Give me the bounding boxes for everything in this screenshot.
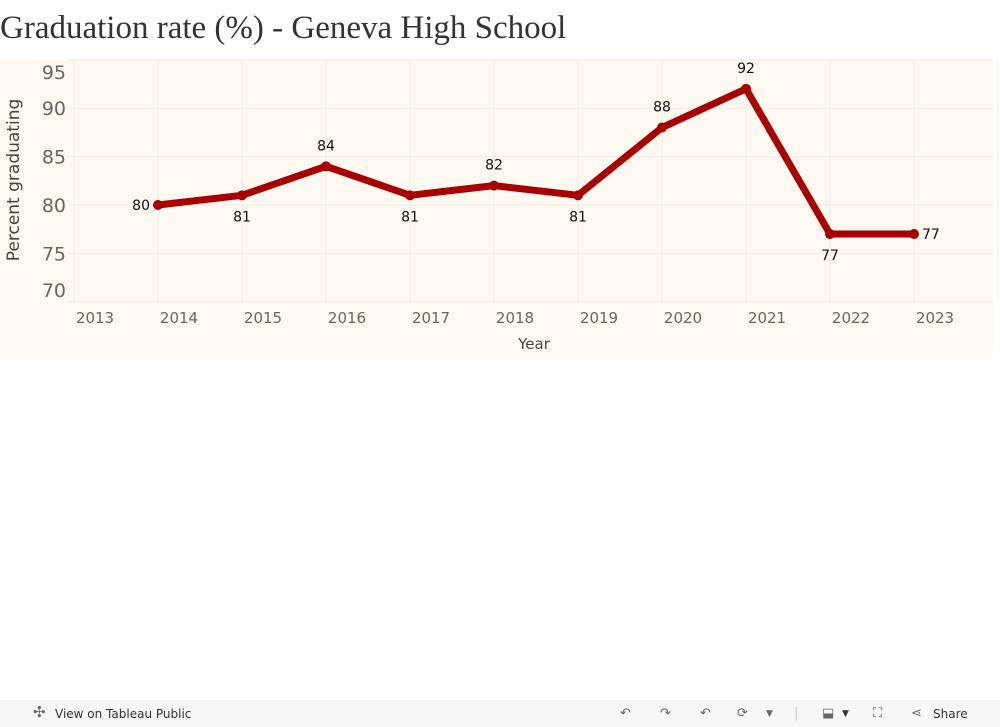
chart-background — [0, 60, 993, 360]
x-tick-label: 2021 — [748, 309, 786, 327]
data-point — [153, 200, 163, 210]
view-on-tableau-link[interactable]: View on Tableau Public — [55, 707, 192, 721]
y-tick-label: 75 — [42, 243, 66, 265]
data-label: 84 — [317, 138, 335, 154]
y-tick-label: 85 — [42, 147, 66, 169]
data-point — [909, 229, 919, 240]
data-point — [321, 161, 331, 172]
data-label: 80 — [132, 198, 150, 214]
redo-icon[interactable]: ↷ — [660, 706, 671, 721]
data-label: 92 — [737, 61, 755, 77]
x-tick-label: 2020 — [664, 309, 702, 327]
refresh-icon[interactable]: ⟳ — [737, 706, 748, 721]
data-point — [741, 83, 751, 94]
x-tick-label: 2015 — [244, 309, 282, 327]
x-tick-label: 2016 — [328, 309, 366, 327]
share-icon[interactable]: ⋖ — [911, 706, 922, 721]
x-tick-label: 2014 — [160, 309, 198, 327]
share-button[interactable]: Share — [933, 707, 968, 721]
data-label: 77 — [821, 248, 839, 264]
tableau-toolbar: ✣ View on Tableau Public ↶ ↷ ↶ ⟳ ▼ | ⬓ ▼… — [0, 700, 1000, 727]
series-line — [157, 85, 914, 238]
data-point — [825, 229, 835, 240]
data-label: 82 — [485, 158, 503, 174]
divider: | — [794, 706, 799, 721]
chart-title: Graduation rate (%) - Geneva High School — [0, 10, 567, 46]
tableau-logo-icon: ✣ — [33, 703, 46, 721]
data-label: 88 — [653, 100, 671, 116]
x-tick-label: 2018 — [496, 309, 534, 327]
data-point — [489, 180, 499, 191]
download-chevron-icon[interactable]: ▼ — [842, 709, 849, 719]
x-tick-label: 2017 — [412, 309, 450, 327]
download-icon[interactable]: ⬓ — [822, 706, 835, 721]
chevron-down-icon[interactable]: ▼ — [766, 709, 773, 719]
data-label: 77 — [922, 227, 940, 243]
data-point — [657, 122, 667, 133]
undo-icon[interactable]: ↶ — [620, 706, 631, 721]
fullscreen-icon[interactable]: ⛶ — [873, 706, 883, 721]
data-point — [405, 190, 415, 201]
x-tick-label: 2013 — [76, 309, 114, 327]
data-label: 81 — [569, 209, 587, 225]
data-point — [573, 190, 583, 201]
y-axis-title: Percent graduating — [4, 99, 24, 262]
x-tick-label: 2022 — [832, 309, 870, 327]
x-axis-title: Year — [517, 335, 551, 353]
data-label: 81 — [233, 209, 251, 225]
x-tick-label: 2019 — [580, 309, 618, 327]
data-label: 81 — [401, 209, 419, 225]
line-chart: 70 75 80 85 90 95 2013 2014 2015 2016 2017 2018 2019… — [4, 59, 1000, 353]
x-tick-label: 2023 — [916, 309, 954, 327]
y-tick-label: 95 — [42, 62, 66, 84]
y-tick-label: 70 — [42, 280, 66, 302]
revert-icon[interactable]: ↶ — [700, 706, 711, 721]
data-point — [237, 190, 247, 201]
y-tick-label: 90 — [42, 98, 66, 120]
y-tick-label: 80 — [42, 195, 66, 217]
